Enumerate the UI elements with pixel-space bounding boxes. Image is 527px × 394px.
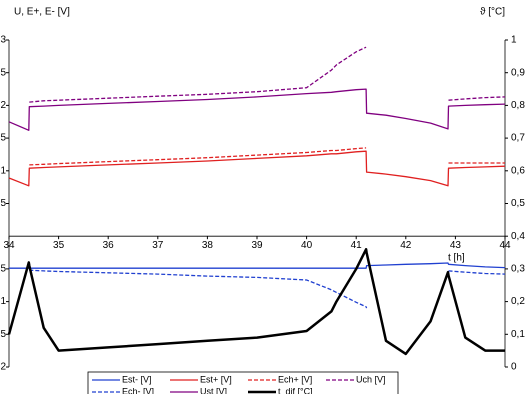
series-line <box>29 46 506 103</box>
y2-tick-label: 1 <box>511 35 517 46</box>
y2-tick-label: 0,9 <box>511 67 525 78</box>
y2-tick-label: 0,3 <box>511 264 525 275</box>
y2-tick-label: 0,1 <box>511 329 525 340</box>
y2-tick-label: 0,8 <box>511 100 525 111</box>
series-line <box>9 262 506 269</box>
y-tick-label: 3 <box>0 35 6 46</box>
y2-tick-label: 0,6 <box>511 165 525 176</box>
series-line <box>29 269 506 309</box>
series-line <box>29 147 505 166</box>
x-tick-label: 35 <box>53 240 65 251</box>
x-tick-label: 36 <box>103 240 115 251</box>
series-line <box>7 248 505 356</box>
legend-box <box>87 371 399 394</box>
y2-tick-label: 0,5 <box>511 198 525 209</box>
legend-label: Est+ [V] <box>200 374 232 384</box>
y-tick-label: 2 <box>0 362 6 373</box>
series-line <box>8 150 506 187</box>
legend-label: Est- [V] <box>122 374 152 384</box>
x-tick-label: 39 <box>251 240 263 251</box>
x-tick-label: 41 <box>351 240 363 251</box>
y-tick-label: 5 <box>0 264 6 275</box>
x-tick-label: 34 <box>3 240 15 251</box>
legend-label: Ech+ [V] <box>278 374 312 384</box>
x-tick-label: 37 <box>152 240 164 251</box>
y2-axis-title: ϑ [°C] <box>480 7 505 18</box>
y-axis-title: U, E+, E- [V] <box>14 7 70 18</box>
y-tick-label: 5 <box>0 133 6 144</box>
x-tick-label: 43 <box>450 240 462 251</box>
x-tick-label: 38 <box>202 240 214 251</box>
y-tick-label: 5 <box>0 67 6 78</box>
x-tick-label: 44 <box>499 240 511 251</box>
y2-tick-label: 0,4 <box>511 231 525 242</box>
y-tick-label: 5 <box>0 198 6 209</box>
y2-tick-label: 0 <box>511 362 517 373</box>
legend-label: Ech- [V] <box>122 386 154 394</box>
legend-label: Uch [V] <box>356 374 386 384</box>
y2-tick-label: 0,2 <box>511 296 525 307</box>
x-tick-label: 40 <box>301 240 313 251</box>
x-tick-label: 42 <box>400 240 412 251</box>
y-tick-label: 5 <box>0 329 6 340</box>
y-tick-label: 1 <box>0 296 6 307</box>
series-line <box>8 88 506 131</box>
legend-label: Ust [V] <box>200 386 227 394</box>
y-tick-label: 2 <box>0 100 6 111</box>
y2-tick-label: 0,7 <box>511 133 525 144</box>
x-axis-title: t [h] <box>448 253 465 264</box>
legend-label: t_dif [°C] <box>278 386 313 394</box>
y-tick-label: 1 <box>0 165 6 176</box>
